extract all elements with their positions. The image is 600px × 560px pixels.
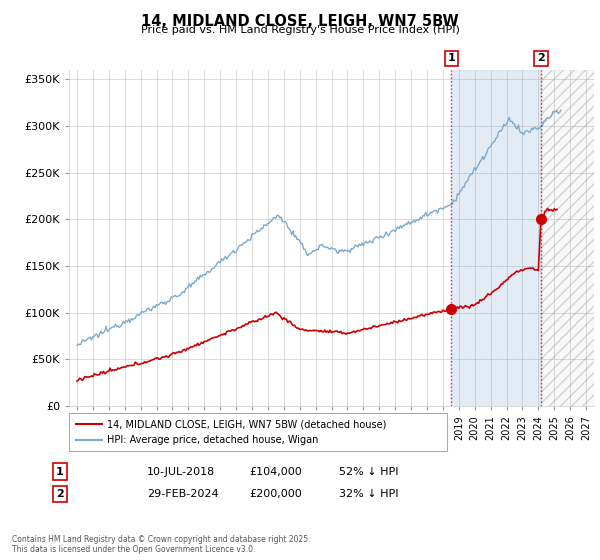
Text: 14, MIDLAND CLOSE, LEIGH, WN7 5BW: 14, MIDLAND CLOSE, LEIGH, WN7 5BW (141, 14, 459, 29)
Text: 14, MIDLAND CLOSE, LEIGH, WN7 5BW (detached house): 14, MIDLAND CLOSE, LEIGH, WN7 5BW (detac… (107, 419, 386, 429)
Text: 10-JUL-2018: 10-JUL-2018 (147, 466, 215, 477)
Text: Price paid vs. HM Land Registry's House Price Index (HPI): Price paid vs. HM Land Registry's House … (140, 25, 460, 35)
Bar (451, 70, 541, 406)
Text: 2: 2 (537, 53, 545, 63)
Text: HPI: Average price, detached house, Wigan: HPI: Average price, detached house, Wiga… (107, 435, 318, 445)
Text: 52% ↓ HPI: 52% ↓ HPI (339, 466, 398, 477)
Text: 29-FEB-2024: 29-FEB-2024 (147, 489, 218, 499)
Text: £104,000: £104,000 (249, 466, 302, 477)
Text: Contains HM Land Registry data © Crown copyright and database right 2025.
This d: Contains HM Land Registry data © Crown c… (12, 535, 311, 554)
Text: 1: 1 (56, 466, 64, 477)
Bar (541, 70, 594, 406)
Text: 2: 2 (56, 489, 64, 499)
Bar (541, 70, 594, 406)
Text: £200,000: £200,000 (249, 489, 302, 499)
Text: 1: 1 (448, 53, 455, 63)
Text: 32% ↓ HPI: 32% ↓ HPI (339, 489, 398, 499)
